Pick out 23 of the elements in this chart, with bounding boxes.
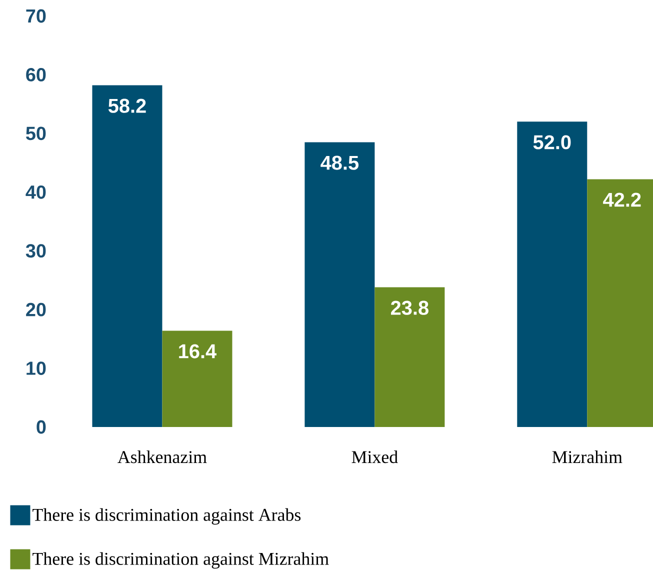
bar: [162, 330, 232, 427]
bar: [304, 142, 375, 427]
y-tick-label: 60: [26, 68, 46, 82]
y-tick-label: 50: [26, 126, 46, 140]
x-tick-label: Mizrahim: [552, 450, 622, 464]
y-tick-label: 10: [26, 362, 46, 375]
bar: [374, 287, 445, 427]
x-tick-label: Ashkenazim: [118, 450, 207, 464]
data-label: 16.4: [179, 344, 217, 358]
y-tick-label: 30: [26, 244, 46, 258]
y-tick-label: 20: [26, 302, 46, 316]
data-label: 23.8: [390, 300, 428, 315]
legend-label: There is discrimination against Arabs: [32, 508, 301, 525]
data-label: 52.0: [533, 135, 571, 150]
x-tick-label: Mixed: [352, 450, 398, 464]
y-tick-label: 40: [26, 185, 46, 199]
bar: [92, 85, 162, 427]
y-tick-label: 70: [26, 9, 46, 23]
data-label: 48.5: [320, 156, 359, 170]
data-label: 42.2: [603, 192, 641, 207]
y-tick-label: 0: [36, 420, 46, 434]
legend-label: There is discrimination against Mizrahim: [32, 552, 329, 569]
data-label: 58.2: [108, 98, 146, 113]
